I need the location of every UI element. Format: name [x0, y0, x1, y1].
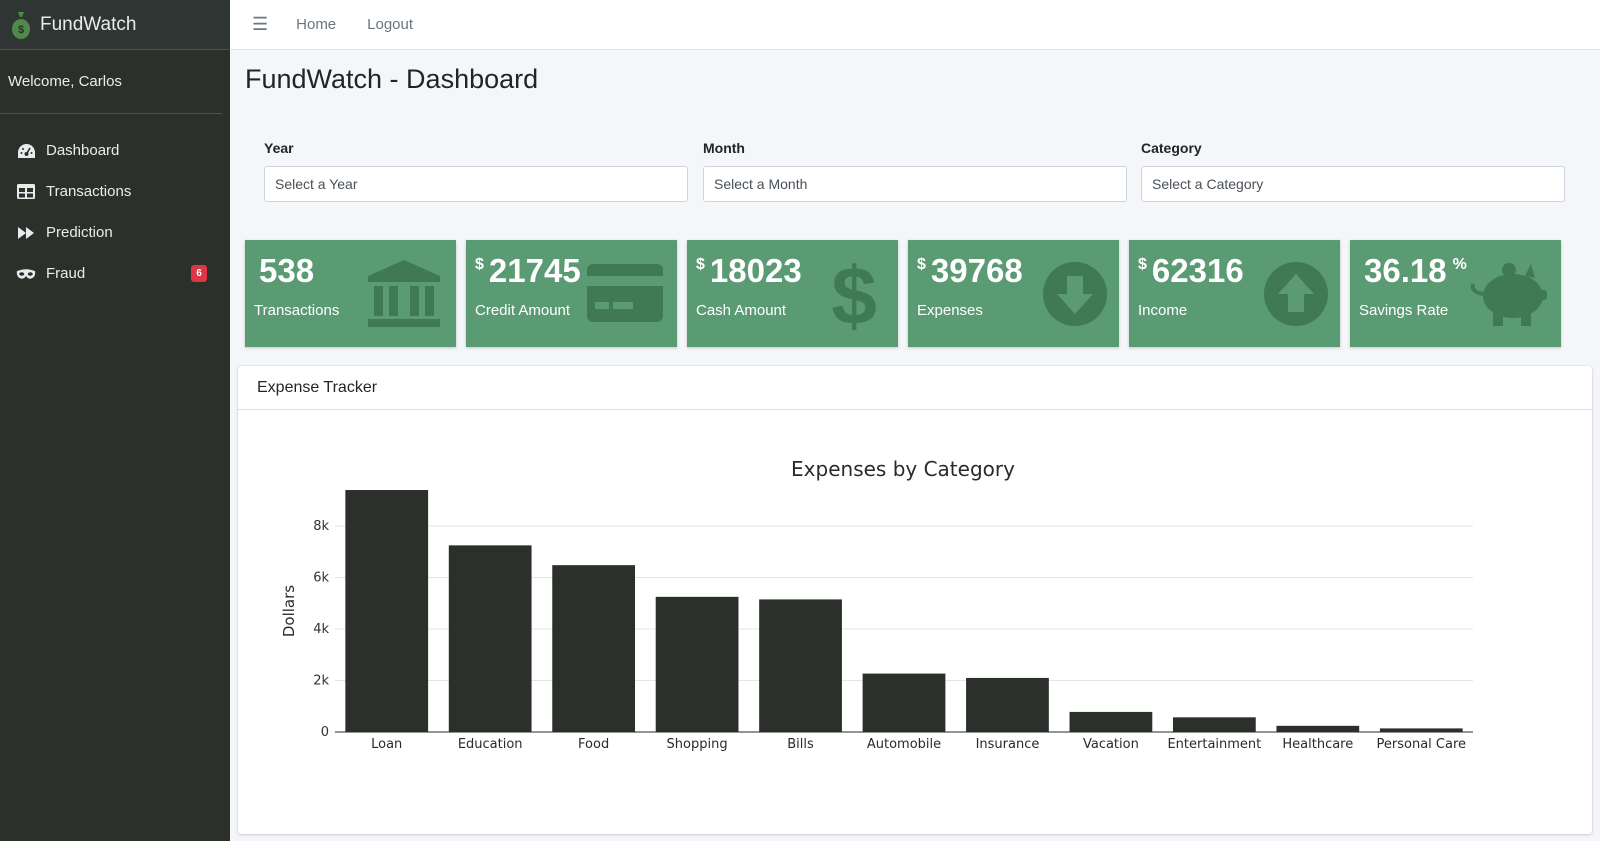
arrow-down-circle-icon [1043, 262, 1107, 326]
sidebar-item-dashboard[interactable]: Dashboard [0, 130, 230, 171]
category-label: Category [1141, 140, 1202, 156]
category-filter: Category Select a Category [1141, 140, 1565, 202]
stat-box-cash-amount: $18023 Cash Amount $ [687, 240, 898, 347]
x-tick-label: Automobile [867, 737, 941, 752]
month-label: Month [703, 140, 745, 156]
bar [1276, 725, 1360, 732]
stat-label: Expenses [917, 302, 983, 319]
x-tick-label: Insurance [976, 737, 1040, 752]
mask-icon [16, 265, 36, 283]
bar [655, 596, 739, 732]
svg-text:$: $ [831, 258, 877, 330]
stat-box-income: $62316 Income [1129, 240, 1340, 347]
year-filter: Year Select a Year [264, 140, 688, 202]
fraud-count-badge: 6 [191, 265, 207, 282]
y-tick-label: 0 [321, 725, 329, 740]
sidebar-item-prediction[interactable]: Prediction [0, 212, 230, 253]
stat-value: 538 [259, 252, 315, 289]
logout-link[interactable]: Logout [367, 16, 414, 33]
stat-value: $21745 [475, 252, 581, 289]
category-select[interactable]: Select a Category [1141, 166, 1565, 202]
bar [448, 545, 532, 732]
y-axis-label: Dollars [280, 585, 298, 637]
month-select[interactable]: Select a Month [703, 166, 1127, 202]
sidebar-nav: Dashboard Transactions Prediction Fraud … [0, 130, 230, 294]
stat-value: $18023 [696, 252, 802, 289]
x-tick-label: Healthcare [1282, 737, 1353, 752]
x-tick-label: Entertainment [1167, 737, 1261, 752]
dashboard-icon [16, 142, 36, 160]
sidebar-item-label: Prediction [46, 224, 113, 241]
page-title: FundWatch - Dashboard [245, 64, 539, 94]
month-filter: Month Select a Month [703, 140, 1127, 202]
x-tick-label: Food [578, 737, 609, 752]
bar [1379, 728, 1463, 732]
x-tick-label: Education [458, 737, 523, 752]
piggy-bank-icon [1470, 263, 1547, 326]
expenses-bar-chart: Expenses by Category 0 2k 4k 6k 8k Dollars Loan… [280, 457, 1473, 752]
money-bag-logo-icon: $ [12, 11, 30, 39]
sidebar-item-label: Fraud [46, 265, 86, 282]
stat-value: 36.18% [1364, 252, 1467, 289]
expenses-chart: Expenses by Category 0 2k 4k 6k 8k Dollars Loan… [238, 410, 1592, 834]
x-tick-label: Personal Care [1377, 737, 1467, 752]
stat-box-credit-amount: $21745 Credit Amount [466, 240, 677, 347]
sidebar-item-transactions[interactable]: Transactions [0, 171, 230, 212]
card-title: Expense Tracker [238, 366, 1592, 410]
chart-title: Expenses by Category [791, 457, 1015, 481]
bank-icon [368, 260, 440, 327]
fast-forward-icon [16, 224, 36, 242]
expense-tracker-card: Expense Tracker Expenses by Category 0 2k 4… [238, 366, 1592, 834]
x-tick-label: Shopping [667, 737, 728, 752]
brand[interactable]: $ FundWatch [0, 0, 230, 50]
sidebar-item-fraud[interactable]: Fraud 6 [0, 253, 230, 294]
bar [966, 677, 1049, 732]
stat-box-transactions: 538 Transactions [245, 240, 456, 347]
brand-name: FundWatch [40, 13, 137, 35]
home-link[interactable]: Home [296, 16, 337, 33]
bar [759, 599, 842, 732]
x-tick-label: Vacation [1083, 737, 1139, 752]
bar [1069, 711, 1153, 732]
credit-card-icon [587, 264, 663, 322]
bar [345, 490, 429, 732]
sidebar-item-label: Transactions [46, 183, 132, 200]
x-tick-label: Loan [371, 737, 402, 752]
year-label: Year [264, 140, 294, 156]
top-navbar: ☰ Home Logout [230, 0, 1600, 50]
y-tick-label: 2k [313, 674, 329, 689]
sidebar-item-label: Dashboard [46, 142, 120, 159]
x-tick-label: Bills [787, 737, 814, 752]
welcome-text: Welcome, Carlos [0, 50, 222, 114]
main-content: FundWatch - Dashboard Year Select a Year… [230, 50, 1600, 841]
y-tick-label: 8k [313, 519, 329, 534]
y-tick-label: 4k [313, 622, 329, 637]
stat-box-savings-rate: 36.18% Savings Rate [1350, 240, 1561, 347]
menu-toggle-icon[interactable]: ☰ [252, 14, 269, 34]
stat-label: Transactions [254, 302, 340, 319]
stat-label: Income [1138, 302, 1188, 319]
y-tick-label: 6k [313, 571, 329, 586]
stat-value: $62316 [1138, 252, 1244, 289]
stat-label: Credit Amount [475, 302, 571, 319]
year-select[interactable]: Select a Year [264, 166, 688, 202]
bar [552, 565, 636, 732]
svg-text:$: $ [18, 24, 24, 36]
arrow-up-circle-icon [1264, 262, 1328, 326]
stat-label: Cash Amount [696, 302, 787, 319]
bar [1172, 717, 1256, 732]
sidebar: $ FundWatch Welcome, Carlos Dashboard Tr… [0, 0, 230, 841]
bar [862, 673, 946, 732]
stat-value: $39768 [917, 252, 1023, 289]
table-icon [16, 183, 36, 201]
dollar-icon: $ [831, 258, 877, 330]
stat-box-expenses: $39768 Expenses [908, 240, 1119, 347]
stat-label: Savings Rate [1359, 302, 1449, 319]
